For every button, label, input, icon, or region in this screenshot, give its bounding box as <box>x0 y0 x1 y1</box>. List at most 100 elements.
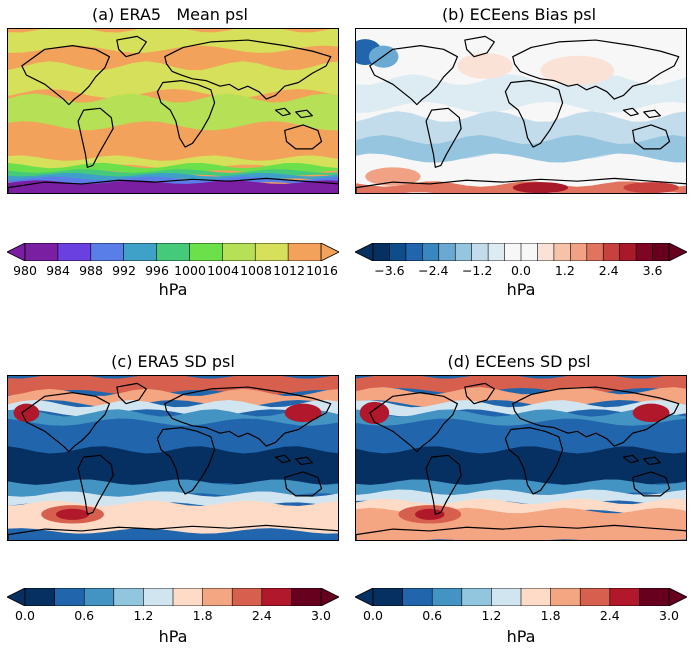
field-background <box>356 29 686 193</box>
coastline <box>156 80 216 148</box>
colorbar-segment <box>521 243 538 261</box>
panel-b-map <box>355 28 687 194</box>
field-band <box>8 29 338 53</box>
coastline <box>274 107 291 117</box>
colorbar-tick-label: 1000 <box>174 263 206 278</box>
colorbar-segment <box>113 588 144 606</box>
field-band <box>8 61 338 98</box>
colorbar-segment <box>57 243 92 261</box>
coastline <box>164 386 332 447</box>
colorbar-extend-high <box>668 243 687 261</box>
colorbar-segment <box>90 243 124 261</box>
field-band <box>8 409 338 426</box>
field-band <box>8 180 338 193</box>
colorbar-tick-label: 1.8 <box>540 608 561 623</box>
colorbar-segment <box>288 243 322 261</box>
panel-d-title: (d) ECEens SD psl <box>447 352 591 371</box>
field-blob <box>365 167 421 186</box>
colorbar-segment <box>156 243 190 261</box>
panel-b-title: (b) ECEens Bias psl <box>441 5 597 24</box>
field-blob <box>13 403 40 423</box>
colorbar-segment <box>202 588 233 606</box>
colorbar-segment <box>25 588 55 606</box>
panel-b-colorbar <box>355 243 687 261</box>
colorbar-segment <box>189 243 223 261</box>
panel-b-colorbar-unit: hPa <box>506 280 536 299</box>
coastline <box>295 456 313 466</box>
colorbar-tick-label: 980 <box>13 263 37 278</box>
colorbar-tick-label: 984 <box>46 263 70 278</box>
coastline <box>116 35 147 58</box>
colorbar-tick-label: 1012 <box>273 263 305 278</box>
colorbar-segment <box>550 588 581 606</box>
colorbar-segment <box>222 243 256 261</box>
colorbar-tick-label: 3.0 <box>311 608 331 623</box>
coastline <box>512 386 680 447</box>
coastline <box>284 124 323 150</box>
colorbar-segment <box>461 588 492 606</box>
colorbar-segment <box>537 243 555 261</box>
colorbar-tick-label: 2.4 <box>598 263 619 278</box>
panel-c-colorbar <box>7 588 339 606</box>
colorbar-segment <box>255 243 289 261</box>
coastline <box>156 427 216 495</box>
colorbar-segment <box>603 243 620 261</box>
panel-d-colorbar <box>355 588 687 606</box>
colorbar-frame <box>24 243 322 261</box>
field-band <box>356 135 686 163</box>
colorbar-tick-label: 0.6 <box>422 608 443 623</box>
colorbar-segment <box>402 588 433 606</box>
colorbar-tick-label: 1.2 <box>481 608 502 623</box>
colorbar-segment <box>652 243 670 261</box>
field-band <box>356 387 686 408</box>
panel-d-map <box>355 375 687 541</box>
panel-b-colorbar-ticks: −3.6 −2.4 −1.2 0.0 1.2 2.4 3.6 <box>355 263 695 279</box>
coastline <box>116 382 147 405</box>
colorbar-segment <box>405 243 423 261</box>
field-band <box>356 446 686 491</box>
coastline <box>274 454 291 464</box>
colorbar-segment <box>586 243 604 261</box>
panel-d-colorbar-ticks: 0.0 0.6 1.2 1.8 2.4 3.0 <box>355 608 695 624</box>
colorbar-segment <box>619 243 637 261</box>
colorbar-extend-high <box>320 588 339 606</box>
coastline <box>356 524 686 540</box>
colorbar-tick-label: 2.4 <box>599 608 620 623</box>
colorbar-segment <box>54 588 85 606</box>
field-blob <box>623 182 679 193</box>
panel-a-colorbar-unit: hPa <box>158 280 188 299</box>
coastline <box>369 392 459 453</box>
field-band <box>356 376 686 394</box>
colorbar-segment <box>173 588 203 606</box>
coastline <box>504 427 564 495</box>
colorbar-extend-low <box>7 243 26 261</box>
colorbar-tick-label: 996 <box>145 263 169 278</box>
field-band <box>356 489 686 506</box>
coastline <box>464 35 495 58</box>
colorbar-segment <box>84 588 115 606</box>
colorbar-tick-label: 988 <box>79 263 103 278</box>
colorbar-segment <box>580 588 611 606</box>
colorbar-segment <box>373 588 403 606</box>
colorbar-segment <box>432 588 463 606</box>
field-blob <box>512 182 569 193</box>
coastline <box>295 109 313 119</box>
colorbar-tick-label: 2.4 <box>251 608 272 623</box>
colorbar-frame <box>24 588 322 606</box>
colorbar-segment <box>521 588 551 606</box>
colorbar-segment <box>123 243 157 261</box>
coastline <box>622 107 639 117</box>
colorbar-segment <box>438 243 456 261</box>
colorbar-tick-label: 1016 <box>306 263 338 278</box>
field-blob <box>415 508 445 520</box>
field-band <box>8 93 338 131</box>
colorbar-tick-label: 1.8 <box>192 608 213 623</box>
panel-d-colorbar-unit: hPa <box>506 627 536 646</box>
coastline <box>464 382 495 405</box>
coastline <box>643 109 661 119</box>
colorbar-tick-label: −2.4 <box>418 263 449 278</box>
colorbar-tick-label: 0.0 <box>363 608 383 623</box>
colorbar-tick-label: 1008 <box>240 263 272 278</box>
coastline <box>622 454 639 464</box>
coastline <box>425 107 462 168</box>
